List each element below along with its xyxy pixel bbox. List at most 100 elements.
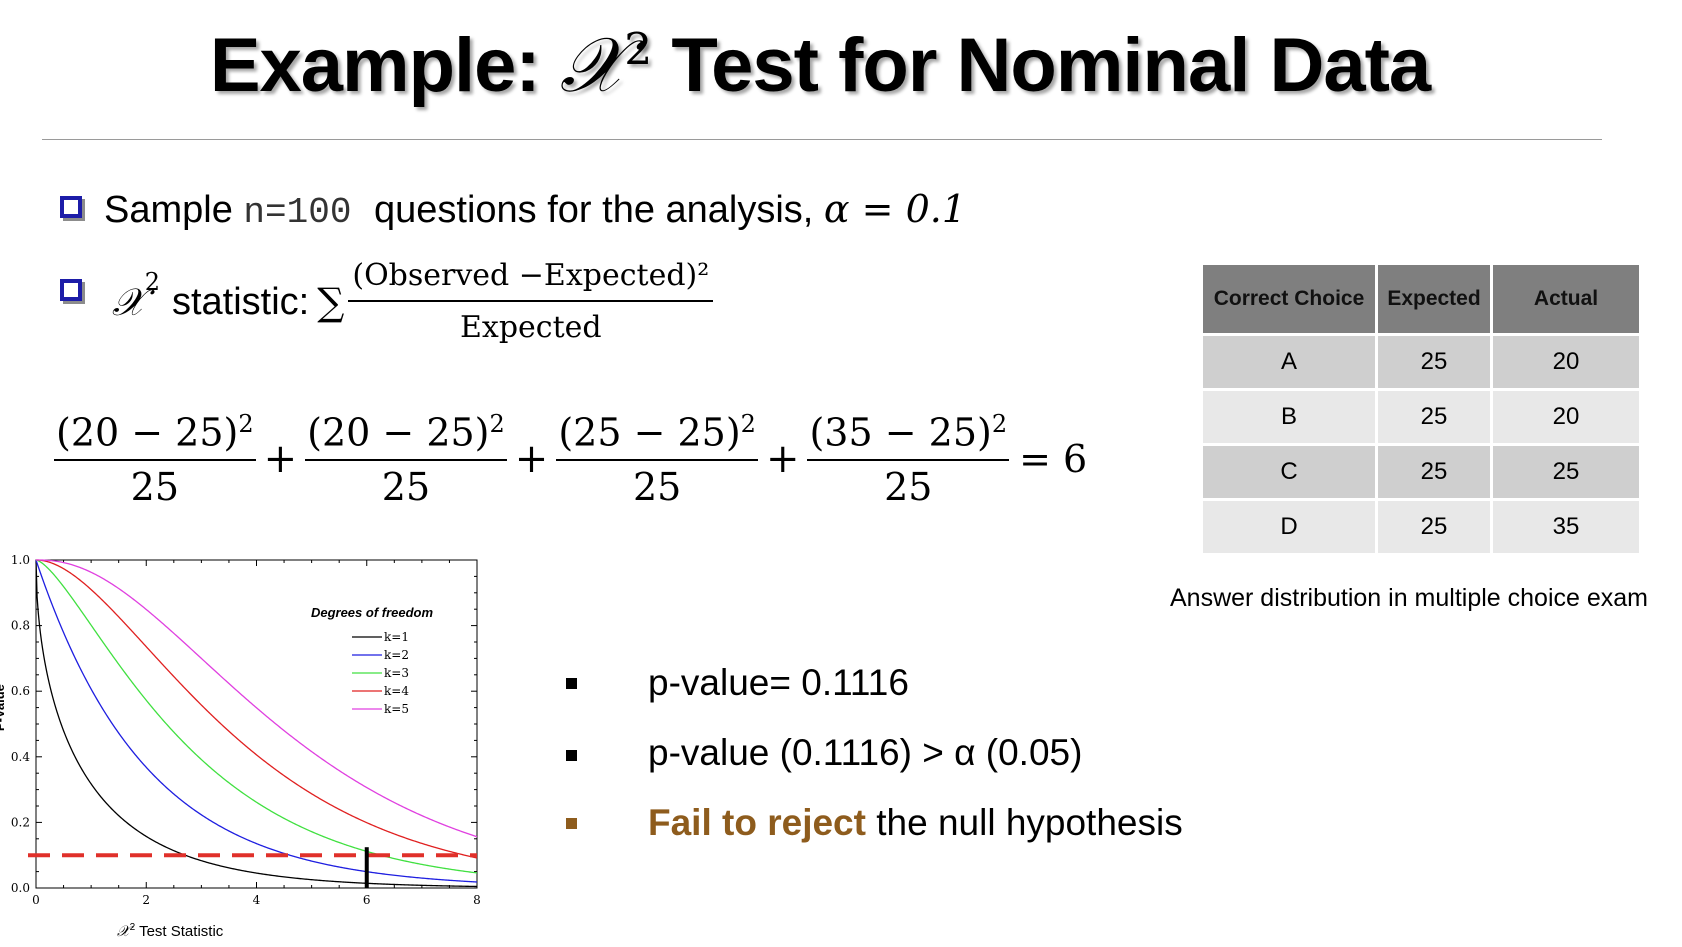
term-denominator: 25 — [884, 464, 933, 509]
square-bullet-icon — [566, 818, 577, 829]
x-tick-label: 4 — [253, 893, 261, 907]
plus-sign: + — [765, 436, 800, 483]
chart-series-lines — [35, 559, 478, 888]
title-superscript: 2 — [624, 24, 652, 76]
term-fraction: (20 − 25)2 25 — [54, 410, 256, 509]
statistic-denominator: Expected — [460, 310, 602, 345]
term-exponent: 2 — [489, 410, 505, 438]
table-header-correct-choice: Correct Choice — [1203, 265, 1375, 333]
term-exponent: 2 — [238, 410, 254, 438]
equation-result: = 6 — [1019, 437, 1088, 482]
statistic-superscript: 2 — [144, 268, 160, 296]
title-divider — [42, 139, 1602, 140]
term-denominator: 25 — [130, 464, 179, 509]
term-fraction: (20 − 25)2 25 — [305, 410, 507, 509]
term-exponent: 2 — [991, 410, 1008, 438]
series-line-k5 — [36, 559, 478, 838]
answer-distribution-table: Correct Choice Expected Actual A 25 20 B… — [1200, 262, 1642, 556]
table-cell: 25 — [1493, 446, 1639, 498]
chi-square-computation: (20 − 25)2 25 + (20 − 25)2 25 + (25 − 25… — [54, 410, 1087, 509]
table-cell: C — [1203, 446, 1375, 498]
table-row: C 25 25 — [1203, 446, 1639, 498]
table-cell: 25 — [1378, 336, 1490, 388]
x-tick-label: 2 — [142, 893, 150, 907]
checkbox-bullet-icon — [60, 279, 82, 301]
series-line-k1 — [35, 559, 478, 888]
square-bullet-icon — [566, 750, 577, 761]
plus-sign: + — [263, 436, 298, 483]
result-comparison: p-value (0.1116) > α (0.05) — [648, 732, 1083, 773]
series-line-k3 — [35, 559, 478, 874]
table-cell: 20 — [1493, 336, 1639, 388]
statistic-fraction: (Observed −Expected)² Expected — [348, 254, 714, 350]
series-line-k2 — [35, 559, 478, 883]
table-row: B 25 20 — [1203, 391, 1639, 443]
table-cell: A — [1203, 336, 1375, 388]
y-tick-label: 0.6 — [11, 684, 30, 698]
sum-symbol: ∑ — [317, 280, 345, 324]
statistic-numerator: (Observed −Expected)² — [348, 254, 714, 302]
legend-entry: k=4 — [384, 684, 409, 698]
x-tick-label: 0 — [32, 893, 40, 907]
chart-legend: Degrees of freedom k=1 k=2 k=3 k=4 k=5 — [311, 605, 434, 716]
legend-entry: k=5 — [384, 702, 409, 716]
table-cell: 25 — [1378, 501, 1490, 553]
x-axis-chi-symbol: 𝒳 — [117, 922, 134, 940]
bullet-sample-pre: Sample — [104, 189, 233, 231]
term-denominator: 25 — [632, 464, 682, 509]
legend-title: Degrees of freedom — [311, 605, 434, 620]
table-cell: 25 — [1378, 446, 1490, 498]
table-row: A 25 20 — [1203, 336, 1639, 388]
series-line-k4 — [35, 559, 478, 859]
statistic-label: statistic: — [171, 281, 310, 323]
result-conclusion: Fail to reject the null hypothesis — [648, 802, 1183, 844]
term-fraction: (25 − 25)2 25 — [556, 410, 758, 509]
term-fraction: (35 − 25)2 25 — [807, 410, 1010, 509]
table-header-expected: Expected — [1378, 265, 1490, 333]
x-axis-label: 𝒳2 Test Statistic — [117, 922, 224, 940]
y-tick-label: 1.0 — [11, 553, 30, 567]
result-pvalue: p-value= 0.1116 — [648, 662, 909, 703]
title-prefix: Example: — [209, 23, 541, 108]
bullet-sample-post: questions for the analysis, — [374, 189, 814, 231]
legend-entry: k=3 — [384, 666, 409, 680]
y-tick-label: 0.2 — [11, 815, 30, 829]
table-cell: 25 — [1378, 391, 1490, 443]
y-tick-label: 0.4 — [11, 750, 30, 764]
term-numerator: (20 − 25) — [307, 410, 490, 455]
table-cell: 35 — [1493, 501, 1639, 553]
table-caption: Answer distribution in multiple choice e… — [1170, 584, 1648, 612]
legend-entry: k=1 — [384, 630, 409, 644]
chart-axes — [35, 559, 478, 889]
table-row: D 25 35 — [1203, 501, 1639, 553]
square-bullet-icon — [566, 678, 577, 689]
chart-overlay — [28, 847, 477, 888]
y-tick-label: 0.8 — [11, 619, 30, 633]
table-cell: D — [1203, 501, 1375, 553]
table-cell: 20 — [1493, 391, 1639, 443]
checkbox-bullet-icon — [60, 196, 82, 218]
table-header-actual: Actual — [1493, 265, 1639, 333]
bullet-sample-alpha: α = 0.1 — [823, 187, 967, 231]
y-axis-label: P-Value — [0, 684, 7, 731]
bullet-sample-code: n=100 — [243, 192, 352, 233]
table-cell: B — [1203, 391, 1375, 443]
term-numerator: (25 − 25) — [558, 410, 741, 455]
x-tick-label: 6 — [363, 893, 371, 907]
term-denominator: 25 — [381, 464, 431, 509]
title-suffix: Test for Nominal Data — [671, 23, 1431, 108]
x-axis-superscript: 2 — [130, 922, 136, 933]
slide-title: Example: 𝒳2 Test for Nominal Data — [0, 22, 1640, 111]
statistic-chi-symbol: 𝒳 — [112, 280, 145, 324]
bullet-sample: Sample n=100 questions for the analysis,… — [104, 187, 966, 235]
legend-entry: k=2 — [384, 648, 409, 662]
chart-labels: 0 2 4 6 80.00.20.40.60.81.0𝒳2 Test Statistic… — [0, 553, 481, 940]
term-numerator: (35 − 25) — [809, 410, 992, 455]
term-exponent: 2 — [740, 410, 756, 438]
table-header-row: Correct Choice Expected Actual — [1203, 265, 1639, 333]
result-conclusion-accent: Fail to reject — [648, 802, 866, 843]
title-chi-symbol: 𝒳 — [559, 24, 625, 108]
x-tick-label: 8 — [473, 893, 481, 907]
